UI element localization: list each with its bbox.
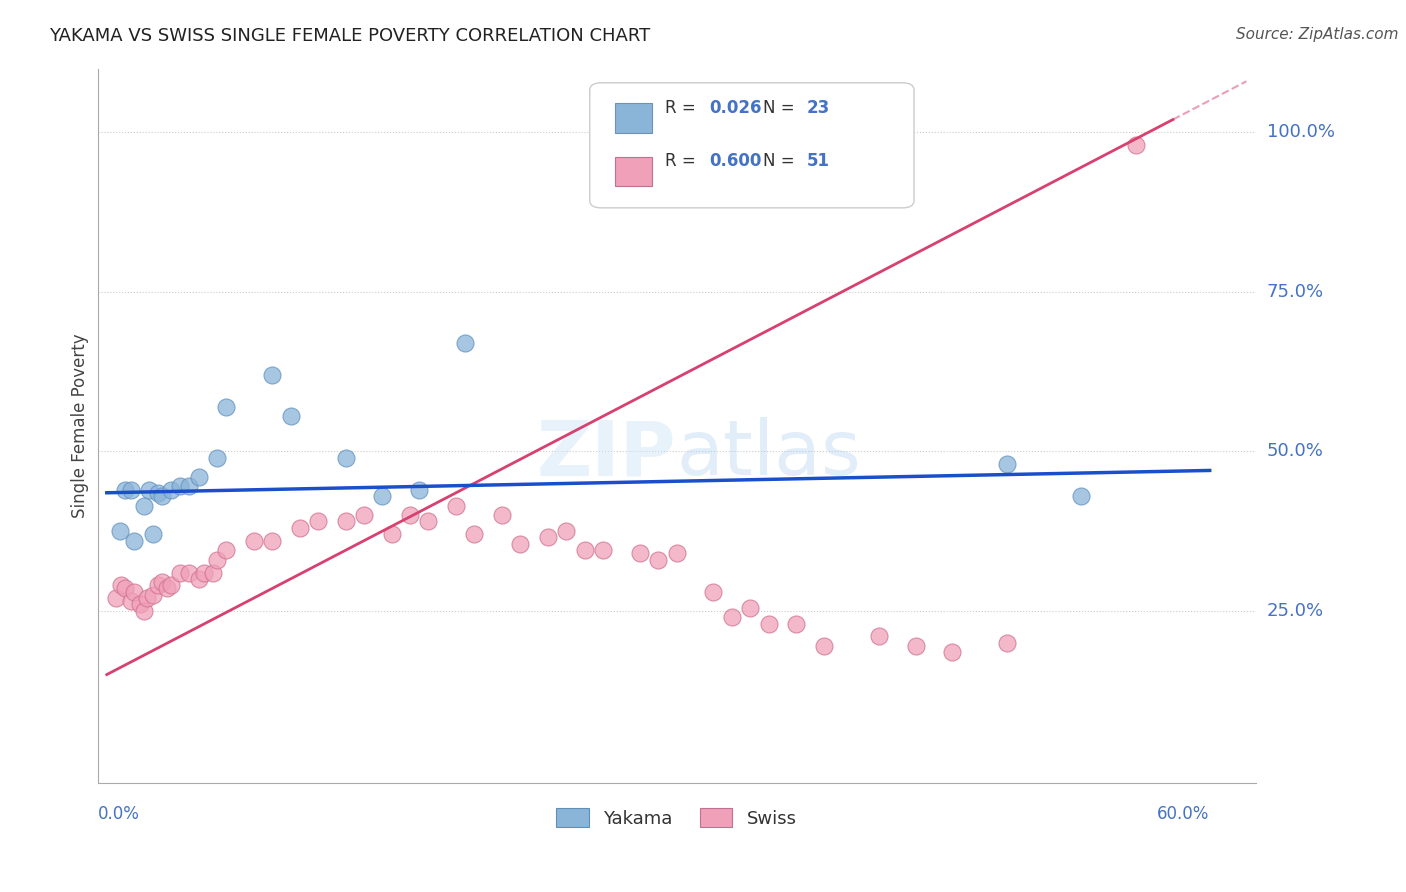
Point xyxy=(169,566,191,580)
Point xyxy=(408,483,430,497)
Point xyxy=(399,508,422,522)
Point xyxy=(205,553,228,567)
Point xyxy=(114,582,136,596)
Point xyxy=(169,479,191,493)
Text: R =: R = xyxy=(665,153,702,170)
Point xyxy=(665,546,688,560)
Point xyxy=(335,450,357,465)
FancyBboxPatch shape xyxy=(589,83,914,208)
Point xyxy=(491,508,513,522)
Point xyxy=(353,508,375,522)
Text: 25.0%: 25.0% xyxy=(1267,602,1324,620)
Point xyxy=(720,610,742,624)
Point xyxy=(128,598,150,612)
Text: 60.0%: 60.0% xyxy=(1157,805,1209,823)
Text: 51: 51 xyxy=(806,153,830,170)
Point xyxy=(215,543,238,558)
Text: 23: 23 xyxy=(806,99,830,117)
Legend: Yakama, Swiss: Yakama, Swiss xyxy=(550,801,804,835)
Point xyxy=(785,616,807,631)
Point xyxy=(813,639,835,653)
Point xyxy=(110,578,132,592)
Point xyxy=(202,566,225,580)
Point xyxy=(280,409,302,424)
Point xyxy=(307,515,329,529)
Text: 75.0%: 75.0% xyxy=(1267,283,1324,301)
Point xyxy=(120,594,142,608)
Point xyxy=(628,546,651,560)
Point xyxy=(941,645,963,659)
Y-axis label: Single Female Poverty: Single Female Poverty xyxy=(72,334,89,518)
Point xyxy=(444,499,467,513)
Point xyxy=(509,537,531,551)
Point xyxy=(381,527,404,541)
Text: R =: R = xyxy=(665,99,702,117)
Point xyxy=(537,530,560,544)
Point xyxy=(868,629,890,643)
Point xyxy=(740,600,762,615)
Text: 0.0%: 0.0% xyxy=(97,805,139,823)
Point xyxy=(150,489,173,503)
Point xyxy=(418,515,440,529)
Text: 0.026: 0.026 xyxy=(709,99,762,117)
Point xyxy=(179,566,201,580)
Point xyxy=(124,584,146,599)
Point xyxy=(124,533,146,548)
Point xyxy=(132,499,155,513)
Point xyxy=(160,483,183,497)
Text: N =: N = xyxy=(763,99,800,117)
Point xyxy=(647,553,669,567)
Point xyxy=(187,470,209,484)
Point xyxy=(1070,489,1092,503)
Point xyxy=(592,543,614,558)
Point xyxy=(156,582,179,596)
Point xyxy=(262,533,284,548)
Point xyxy=(454,335,477,350)
Point xyxy=(179,479,201,493)
Point xyxy=(205,450,228,465)
Point xyxy=(104,591,127,605)
Point xyxy=(702,584,724,599)
Point xyxy=(904,639,927,653)
Point xyxy=(997,457,1019,471)
Text: N =: N = xyxy=(763,153,800,170)
Point xyxy=(150,575,173,590)
Text: ZIP: ZIP xyxy=(537,417,676,491)
Point xyxy=(136,591,159,605)
Point xyxy=(114,483,136,497)
Point xyxy=(555,524,578,538)
Point xyxy=(335,515,357,529)
Point xyxy=(215,400,238,414)
FancyBboxPatch shape xyxy=(616,103,652,133)
Point xyxy=(187,572,209,586)
Text: 50.0%: 50.0% xyxy=(1267,442,1323,460)
Point xyxy=(997,636,1019,650)
Point xyxy=(758,616,780,631)
Point xyxy=(243,533,266,548)
Point xyxy=(142,527,165,541)
Point xyxy=(138,483,160,497)
Text: 0.600: 0.600 xyxy=(709,153,762,170)
Point xyxy=(120,483,142,497)
Text: atlas: atlas xyxy=(676,417,862,491)
Point xyxy=(160,578,183,592)
Point xyxy=(288,521,311,535)
Text: 100.0%: 100.0% xyxy=(1267,123,1334,141)
Point xyxy=(132,604,155,618)
Point xyxy=(1125,138,1147,153)
Point xyxy=(193,566,215,580)
Point xyxy=(371,489,394,503)
Point xyxy=(463,527,485,541)
Text: YAKAMA VS SWISS SINGLE FEMALE POVERTY CORRELATION CHART: YAKAMA VS SWISS SINGLE FEMALE POVERTY CO… xyxy=(49,27,651,45)
FancyBboxPatch shape xyxy=(616,157,652,186)
Point xyxy=(142,588,165,602)
Point xyxy=(148,485,170,500)
Text: Source: ZipAtlas.com: Source: ZipAtlas.com xyxy=(1236,27,1399,42)
Point xyxy=(108,524,131,538)
Point xyxy=(262,368,284,382)
Point xyxy=(148,578,170,592)
Point xyxy=(574,543,596,558)
